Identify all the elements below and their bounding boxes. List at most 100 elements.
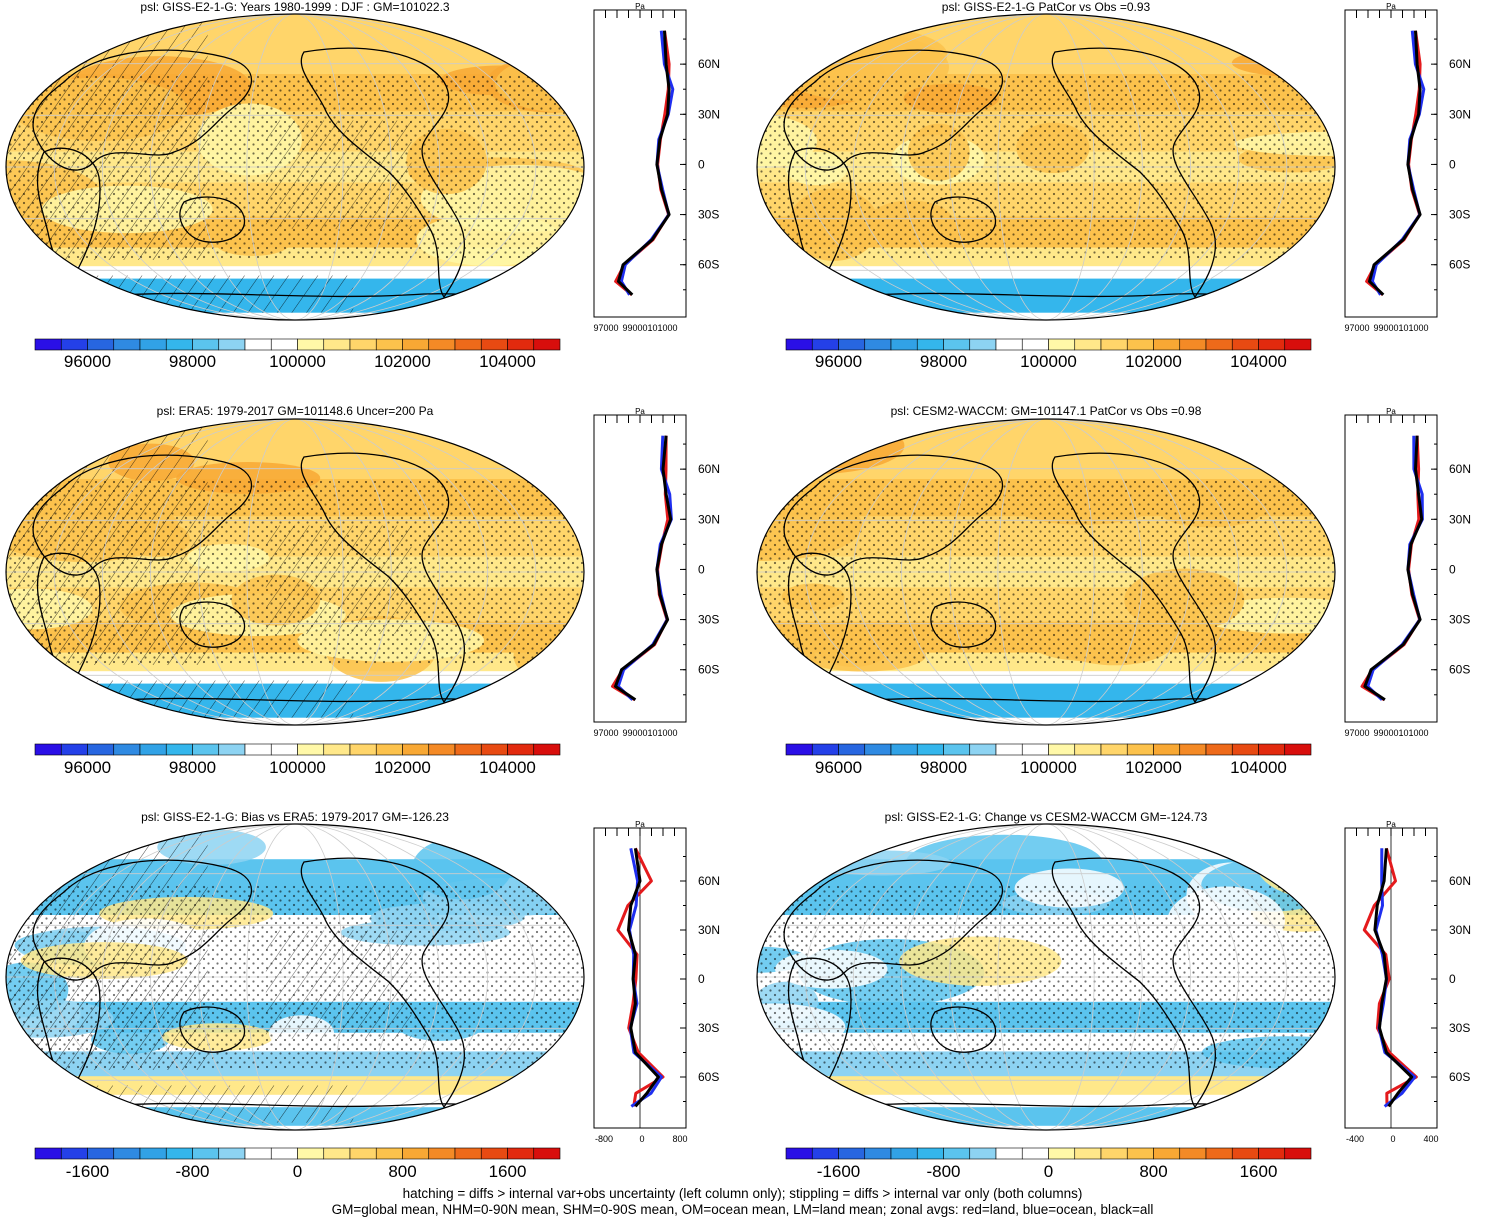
colorbar-swatch: [34, 338, 62, 351]
field-band: [757, 1094, 1335, 1109]
map-panel-5: [5, 823, 585, 1131]
colorbar-swatch: [428, 338, 456, 351]
colorbar-swatch: [402, 743, 430, 756]
colorbar-swatch: [192, 338, 220, 351]
field-blob: [9, 434, 86, 466]
panel-title: psl: GISS-E2-1-G: Years 1980-1999 : DJF …: [140, 0, 450, 14]
colorbar-1: [34, 338, 561, 351]
map-panel-6: [756, 823, 1336, 1131]
colorbar-tick-label: -1600: [65, 1162, 110, 1181]
coastline: [179, 1006, 246, 1053]
coastline: [32, 454, 253, 576]
zonal-mean-plot-1: Pa 60N 30N 0 30S 60S 97000 99000101000: [593, 2, 720, 333]
colorbar-swatch: [785, 1147, 813, 1160]
colorbar-swatch: [218, 743, 246, 756]
zonal-lat-label: 60N: [698, 462, 720, 476]
colorbar-swatch: [34, 1147, 62, 1160]
colorbar-swatch: [402, 1147, 430, 1160]
panel-title: psl: ERA5: 1979-2017 GM=101148.6 Uncer=2…: [156, 404, 434, 418]
colorbar-swatch: [1231, 338, 1259, 351]
panel-title: psl: CESM2-WACCM: GM=101147.1 PatCor vs …: [890, 404, 1202, 418]
zonal-mean-plot-4: Pa 60N 30N 0 30S 60S 97000 99000101000: [1344, 407, 1471, 738]
colorbar-swatch: [1100, 338, 1128, 351]
coastline: [300, 452, 465, 704]
colorbar-swatch: [454, 1147, 482, 1160]
colorbar-swatch: [480, 743, 508, 756]
colorbar-swatch: [192, 1147, 220, 1160]
panel-title: psl: GISS-E2-1-G: Bias vs ERA5: 1979-201…: [141, 810, 449, 824]
coastline: [179, 196, 246, 243]
colorbar-swatch: [838, 1147, 866, 1160]
colorbar-swatch: [995, 1147, 1023, 1160]
zonal-line-all: [1363, 435, 1424, 702]
colorbar-swatch: [349, 1147, 377, 1160]
coastline: [36, 552, 101, 678]
colorbar-swatch: [165, 743, 193, 756]
field-band: [6, 717, 584, 725]
colorbar-tick-label: 96000: [63, 758, 112, 777]
colorbar-swatch: [297, 743, 325, 756]
colorbar-tick-label: 0: [1043, 1162, 1054, 1181]
field-band: [757, 419, 1335, 449]
colorbar-swatch: [1179, 743, 1207, 756]
colorbar-tick-label: -800: [175, 1162, 210, 1181]
colorbar-swatch: [916, 338, 944, 351]
colorbar-swatch: [375, 743, 403, 756]
zonal-lat-label: 30S: [1449, 613, 1470, 627]
colorbar-swatch: [1284, 743, 1312, 756]
colorbar-swatch: [969, 1147, 997, 1160]
colorbar-tick-label: 96000: [814, 758, 863, 777]
colorbar-swatch: [533, 338, 561, 351]
colorbar-swatch: [113, 338, 141, 351]
colorbar-swatch: [113, 743, 141, 756]
zonal-lat-label: 60S: [1449, 663, 1470, 677]
colorbar-swatch: [87, 1147, 115, 1160]
map-outline: [5, 418, 585, 726]
zonal-x-tick-label: 99000101000: [622, 323, 677, 333]
colorbar-tick-label: 100000: [1020, 758, 1077, 777]
coastline: [787, 147, 852, 273]
colorbar-swatch: [244, 743, 272, 756]
colorbar-swatch: [297, 338, 325, 351]
zonal-lat-label: 60N: [698, 57, 720, 71]
colorbar-swatch: [270, 338, 298, 351]
colorbar-swatch: [480, 338, 508, 351]
field-band: [757, 717, 1335, 725]
colorbar-swatch: [969, 338, 997, 351]
colorbar-swatch: [1048, 743, 1076, 756]
zonal-lat-label: 30S: [1449, 1021, 1470, 1035]
colorbar-swatch: [943, 1147, 971, 1160]
zonal-x-tick-label: 97000: [593, 728, 618, 738]
colorbar-swatch: [1205, 743, 1233, 756]
map-panel-2: [756, 13, 1336, 321]
colorbar-tick-label: 98000: [168, 352, 217, 371]
colorbar-swatch: [218, 1147, 246, 1160]
zonal-x-tick-label: 97000: [1344, 728, 1369, 738]
colorbar-swatch: [297, 1147, 325, 1160]
field-band: [6, 419, 584, 449]
field-band: [757, 702, 1335, 719]
colorbar-swatch: [507, 338, 535, 351]
zonal-lat-label: 0: [1449, 972, 1456, 986]
zonal-mean-plot-3: Pa 60N 30N 0 30S 60S 97000 99000101000: [593, 407, 720, 738]
colorbar-swatch: [244, 338, 272, 351]
colorbar-tick-label: 1600: [488, 1162, 527, 1181]
colorbar-swatch: [1258, 1147, 1286, 1160]
colorbar-swatch: [34, 743, 62, 756]
zonal-line-all: [614, 435, 673, 702]
panel-title: psl: GISS-E2-1-G: Change vs CESM2-WACCM …: [884, 810, 1208, 824]
zonal-lat-label: 30S: [698, 613, 719, 627]
colorbar-swatch: [1179, 338, 1207, 351]
coastline: [32, 49, 253, 171]
zonal-x-tick-label: 800: [672, 1134, 687, 1144]
colorbar-swatch: [890, 743, 918, 756]
hatching: [6, 824, 208, 1070]
coastline: [1051, 857, 1216, 1109]
colorbar-swatch: [60, 743, 88, 756]
footer-line-2: GM=global mean, NHM=0-90N mean, SHM=0-90…: [331, 1202, 1154, 1217]
map-outline: [756, 13, 1336, 321]
colorbar-swatch: [1153, 338, 1181, 351]
map-panel-3: [5, 418, 585, 726]
zonal-unit-label: Pa: [635, 820, 645, 829]
zonal-x-tick-label: 99000101000: [1373, 728, 1428, 738]
